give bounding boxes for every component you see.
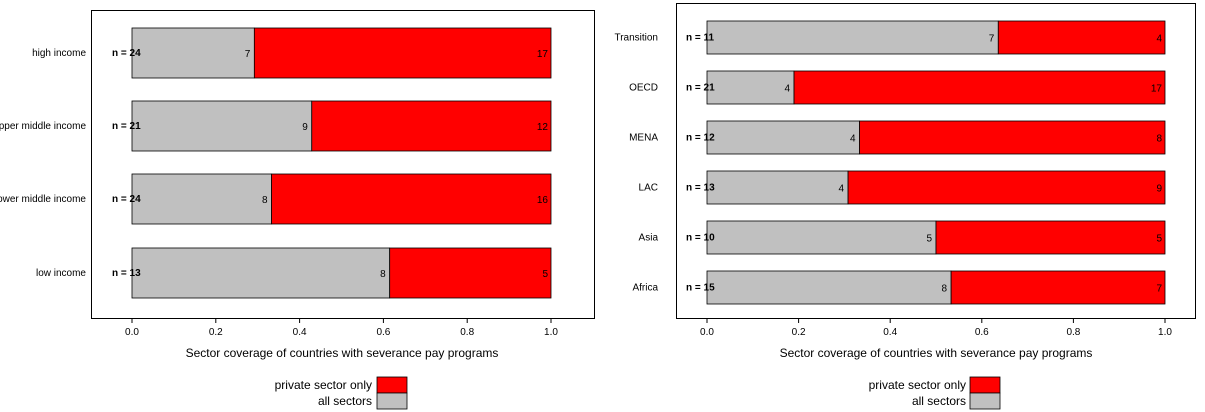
category-label: Africa — [632, 283, 658, 294]
x-tick-label: 0.2 — [209, 327, 223, 338]
bar-private-sector — [253, 27, 552, 79]
n-count-label: n = 24 — [112, 48, 141, 59]
bar-count-label: 8 — [262, 195, 268, 206]
bar-private-sector — [271, 173, 552, 225]
bar-count-label: 7 — [989, 34, 995, 45]
chart-panel-2: 7 4 Transition n = 11 4 17 OECD n = 21 4 8 MENA n =… — [614, 3, 1196, 410]
plot-frame — [91, 10, 595, 319]
bar-all-sectors — [706, 270, 952, 305]
legend-label-all: all sectors — [318, 394, 372, 408]
n-count-label: n = 10 — [686, 233, 715, 244]
bar-count-label: 12 — [537, 122, 549, 133]
legend-label-all: all sectors — [912, 394, 966, 408]
bar-count-label: 7 — [1156, 284, 1162, 295]
x-tick-label: 1.0 — [544, 327, 558, 338]
bar-count-label: 4 — [850, 134, 856, 145]
bar-private-sector — [311, 100, 552, 152]
bar-all-sectors — [131, 27, 255, 79]
bar-private-sector — [859, 120, 1166, 155]
bar-all-sectors — [131, 173, 272, 225]
n-count-label: n = 15 — [686, 283, 715, 294]
x-axis-label: Sector coverage of countries with severa… — [186, 346, 499, 360]
category-label: LAC — [639, 183, 658, 194]
bar-count-label: 9 — [1156, 184, 1162, 195]
bar-count-label: 16 — [537, 195, 549, 206]
bar-all-sectors — [706, 20, 999, 55]
bar-count-label: 4 — [839, 184, 845, 195]
x-tick-label: 0.8 — [460, 327, 474, 338]
bar-count-label: 5 — [1156, 234, 1162, 245]
legend-label-private: private sector only — [275, 378, 372, 392]
bar-all-sectors — [131, 100, 313, 152]
legend: private sector only all sectors — [275, 376, 408, 410]
x-tick-label: 0.4 — [293, 327, 307, 338]
category-label: OECD — [629, 83, 658, 94]
bar-count-label: 8 — [380, 269, 386, 280]
bar-private-sector — [935, 220, 1166, 255]
legend: private sector only all sectors — [869, 376, 1001, 410]
bar-private-sector — [793, 70, 1166, 105]
x-tick-label: 0.4 — [883, 327, 897, 338]
bar-private-sector — [950, 270, 1166, 305]
bar-count-label: 8 — [1156, 134, 1162, 145]
n-count-label: n = 13 — [112, 268, 141, 279]
category-label: Transition — [614, 33, 658, 44]
x-tick-label: 0.6 — [975, 327, 989, 338]
x-tick-label: 1.0 — [1158, 327, 1172, 338]
bar-count-label: 5 — [926, 234, 932, 245]
x-axis-label: Sector coverage of countries with severa… — [780, 346, 1093, 360]
n-count-label: n = 12 — [686, 133, 715, 144]
bar-all-sectors — [706, 120, 860, 155]
bar-private-sector — [389, 247, 552, 299]
bar-count-label: 4 — [784, 84, 790, 95]
legend-swatch-private — [969, 376, 1001, 394]
category-label: Asia — [639, 233, 659, 244]
bar-count-label: 4 — [1156, 34, 1162, 45]
bar-count-label: 9 — [302, 122, 308, 133]
chart-panel-1: 7 17 high income n = 24 9 12 upper middle inco… — [0, 10, 595, 410]
legend-swatch-private — [376, 376, 408, 394]
category-label: high income — [32, 48, 86, 59]
category-label: MENA — [629, 133, 658, 144]
n-count-label: n = 21 — [112, 121, 141, 132]
n-count-label: n = 11 — [686, 33, 715, 44]
n-count-label: n = 13 — [686, 183, 715, 194]
bar-private-sector — [847, 170, 1166, 205]
bar-all-sectors — [706, 70, 795, 105]
bar-count-label: 7 — [245, 49, 251, 60]
x-tick-label: 0.8 — [1066, 327, 1080, 338]
category-label: upper middle income — [0, 121, 86, 132]
legend-swatch-all — [376, 392, 408, 410]
bar-all-sectors — [706, 170, 849, 205]
bar-all-sectors — [706, 220, 937, 255]
bar-count-label: 5 — [542, 269, 548, 280]
x-tick-label: 0.2 — [792, 327, 806, 338]
x-tick-label: 0.0 — [125, 327, 139, 338]
bar-all-sectors — [131, 247, 391, 299]
legend-label-private: private sector only — [869, 378, 966, 392]
n-count-label: n = 24 — [112, 194, 141, 205]
category-label: low income — [36, 268, 86, 279]
category-label: lower middle income — [0, 194, 86, 205]
plot-frame — [676, 3, 1196, 319]
bar-count-label: 17 — [537, 49, 549, 60]
bar-count-label: 8 — [942, 284, 948, 295]
x-tick-label: 0.6 — [376, 327, 390, 338]
bar-private-sector — [997, 20, 1166, 55]
bar-count-label: 17 — [1151, 84, 1163, 95]
n-count-label: n = 21 — [686, 83, 715, 94]
legend-swatch-all — [969, 392, 1001, 410]
x-tick-label: 0.0 — [700, 327, 714, 338]
